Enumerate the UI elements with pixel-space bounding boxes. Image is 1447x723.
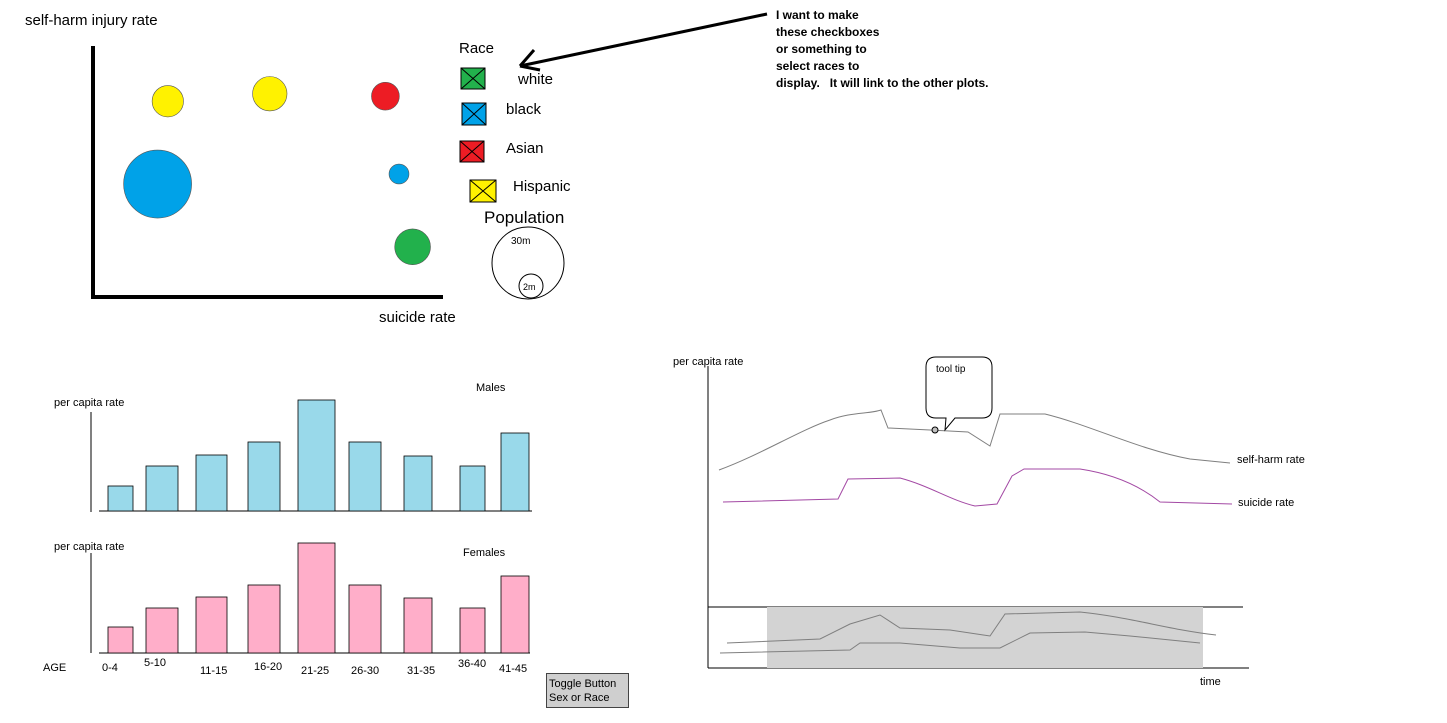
bar-21-25 xyxy=(297,399,336,512)
toggle-sex-race-button[interactable]: Toggle Button Sex or Race xyxy=(546,673,629,708)
age-tick: 41-45 xyxy=(499,663,528,675)
bar-31-35 xyxy=(403,597,433,654)
bar-0-4 xyxy=(107,626,134,654)
toggle-button-line1: Toggle Button xyxy=(549,678,617,690)
males-title: Males xyxy=(476,382,506,394)
bar-21-25 xyxy=(297,542,336,654)
bar-36-40 xyxy=(459,465,486,512)
mini-suicide-line xyxy=(719,631,1201,654)
bar-26-30 xyxy=(348,584,382,654)
legend-label-black: black xyxy=(506,101,542,118)
mini-selfharm-line xyxy=(726,611,1217,644)
legend-label-hispanic: Hispanic xyxy=(513,178,571,195)
age-tick: 0-4 xyxy=(102,662,118,674)
age-tick: 31-35 xyxy=(407,665,436,677)
bubble-black xyxy=(123,149,192,219)
bubble-hispanic xyxy=(151,85,184,118)
bubble-xlabel: suicide rate xyxy=(379,309,456,326)
population-small-label: 2m xyxy=(523,282,536,292)
line-ylabel: per capita rate xyxy=(673,356,744,368)
selfharm-series-label: self-harm rate xyxy=(1237,454,1305,466)
bar-0-4 xyxy=(107,485,134,512)
toggle-button-line2: Sex or Race xyxy=(549,692,610,704)
population-big-label: 30m xyxy=(511,236,531,247)
range-selector-window[interactable] xyxy=(767,607,1203,668)
selfharm-line xyxy=(718,409,1231,471)
bubble-points xyxy=(123,76,431,265)
age-tick: 16-20 xyxy=(254,661,283,673)
age-tick: 5-10 xyxy=(144,657,167,669)
age-tick: 21-25 xyxy=(301,665,330,677)
bar-41-45 xyxy=(500,432,530,512)
females-ylabel: per capita rate xyxy=(54,541,125,553)
suicide-line xyxy=(722,468,1233,507)
age-tick: 11-15 xyxy=(200,665,228,677)
checkbox-asian[interactable] xyxy=(459,140,485,163)
bar-16-20 xyxy=(247,441,281,512)
age-axis-label: AGE xyxy=(43,662,67,674)
annotation-note: I want to make these checkboxes or somet… xyxy=(776,8,989,90)
bar-11-15 xyxy=(195,596,228,654)
checkbox-black[interactable] xyxy=(461,102,487,126)
bar-11-15 xyxy=(195,454,228,512)
bar-5-10 xyxy=(145,465,179,512)
bubble-ylabel: self-harm injury rate xyxy=(25,12,158,29)
bubble-hispanic xyxy=(252,76,288,112)
line-xlabel: time xyxy=(1200,676,1221,688)
legend-label-white: white xyxy=(518,71,554,88)
tooltip-text: tool tip xyxy=(936,364,966,375)
suicide-series-label: suicide rate xyxy=(1238,497,1295,509)
bar-36-40 xyxy=(459,607,486,654)
population-title: Population xyxy=(484,208,565,227)
males-ylabel: per capita rate xyxy=(54,397,125,409)
checkbox-hispanic[interactable] xyxy=(469,179,497,203)
bar-16-20 xyxy=(247,584,281,654)
bar-31-35 xyxy=(403,455,433,512)
bubble-black xyxy=(388,163,410,185)
bar-26-30 xyxy=(348,441,382,512)
bubble-white xyxy=(394,228,431,265)
annotation-arrow xyxy=(519,12,768,68)
bar-41-45 xyxy=(500,575,530,654)
race-legend-title: Race xyxy=(459,40,495,57)
females-bars xyxy=(107,542,530,654)
checkbox-white[interactable] xyxy=(460,67,486,90)
females-title: Females xyxy=(463,547,506,559)
bar-5-10 xyxy=(145,607,179,654)
legend-label-asian: Asian xyxy=(506,140,544,157)
bubble-asian xyxy=(371,81,400,111)
tooltip-point[interactable] xyxy=(931,426,939,434)
males-bars xyxy=(107,399,530,512)
age-tick: 26-30 xyxy=(351,665,380,677)
age-tick: 36-40 xyxy=(458,658,487,670)
